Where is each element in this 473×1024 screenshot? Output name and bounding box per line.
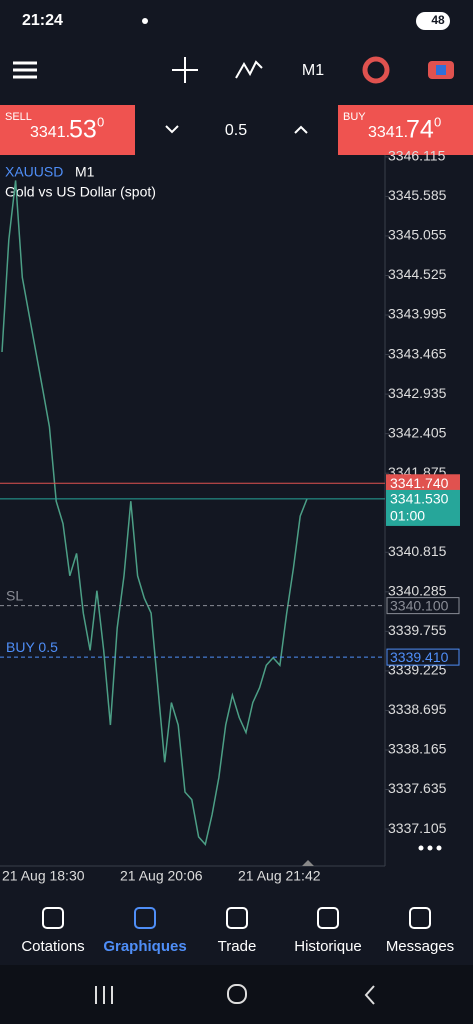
battery: [416, 12, 450, 30]
sl-label: 3340.100: [390, 597, 449, 613]
x-tick-label: 21 Aug 21:42: [238, 868, 321, 884]
y-tick-label: 3339.755: [388, 622, 447, 638]
y-tick-label: 3343.465: [388, 345, 447, 361]
qty[interactable]: 0.5: [225, 122, 247, 139]
nav-icon: [226, 907, 248, 929]
trade-icon: [436, 65, 446, 75]
buy-button[interactable]: [338, 105, 473, 155]
y-tick-label: 3342.935: [388, 385, 447, 401]
sell-button[interactable]: [0, 105, 135, 155]
nav-item[interactable]: Cotations: [21, 938, 84, 955]
bid-label-bg: [386, 489, 460, 526]
buy-label: BUY: [343, 111, 366, 123]
bid-timer: 01:00: [390, 508, 425, 524]
sell-price-sup: 0: [97, 114, 104, 129]
objects-button[interactable]: [362, 56, 390, 84]
y-tick-label: 3338.165: [388, 741, 447, 757]
scroll-marker: [302, 860, 314, 866]
order-label: 3339.410: [390, 649, 449, 665]
back[interactable]: [364, 985, 375, 1005]
nav-item[interactable]: Messages: [386, 938, 454, 955]
bid-label: 3341.530: [390, 491, 449, 507]
ask-label-bg: [386, 474, 460, 493]
x-tick-label: 21 Aug 20:06: [120, 868, 203, 884]
nav-item[interactable]: Historique: [294, 938, 362, 955]
y-tick-label: 3337.105: [388, 820, 447, 836]
order-label-bg: [386, 648, 460, 666]
sl-label-bg: [386, 597, 460, 615]
nav-item[interactable]: Graphiques: [103, 938, 186, 955]
y-tick-label: 3337.635: [388, 780, 447, 796]
price-line: [1, 180, 308, 846]
more[interactable]: [418, 845, 442, 851]
y-tick-label: 3340.285: [388, 583, 447, 599]
chart-timeframe: M1: [75, 164, 95, 180]
y-tick-label: 3342.405: [388, 424, 447, 440]
y-tick-label: 3338.695: [388, 701, 447, 717]
buy-price-sup: 0: [434, 114, 441, 129]
buy-price: 3341.: [368, 124, 408, 141]
system-nav: [0, 965, 473, 1024]
battery-level: 48: [431, 13, 445, 27]
qty-up[interactable]: [294, 125, 308, 134]
crosshair-button[interactable]: [172, 57, 198, 83]
nav-icon: [317, 907, 339, 929]
y-tick-label: 3345.055: [388, 227, 447, 243]
menu-button[interactable]: [13, 61, 37, 79]
y-tick-label: 3340.815: [388, 543, 447, 559]
x-tick-label: 21 Aug 18:30: [2, 868, 85, 884]
sell-price-big: 53: [69, 116, 97, 144]
y-tick-label: 3346.115: [388, 148, 446, 164]
sell-price: 3341.: [30, 124, 70, 141]
ask-label: 3341.740: [390, 475, 449, 491]
nav-icon: [409, 907, 431, 929]
qty-down[interactable]: [165, 125, 179, 134]
nav-icon: [134, 907, 156, 929]
y-tick-label: 3343.995: [388, 306, 447, 322]
y-tick-label: 3344.525: [388, 266, 447, 282]
nav-icon: [42, 907, 64, 929]
buy-price-big: 74: [406, 116, 434, 144]
symbol: XAUUSD: [5, 164, 63, 180]
indicators-button[interactable]: [235, 60, 263, 79]
y-tick-label: 3339.225: [388, 662, 447, 678]
timeframe-button[interactable]: M1: [302, 62, 324, 79]
clock: 21:24: [22, 12, 63, 29]
symbol-description: Gold vs US Dollar (spot): [5, 184, 156, 200]
home[interactable]: [227, 984, 247, 1004]
nav-item[interactable]: Trade: [218, 938, 257, 955]
sl-name: SL: [6, 587, 23, 603]
dot: [142, 18, 148, 24]
sell-label: SELL: [5, 111, 32, 123]
y-tick-label: 3345.585: [388, 187, 447, 203]
order-name: BUY 0.5: [6, 639, 58, 655]
